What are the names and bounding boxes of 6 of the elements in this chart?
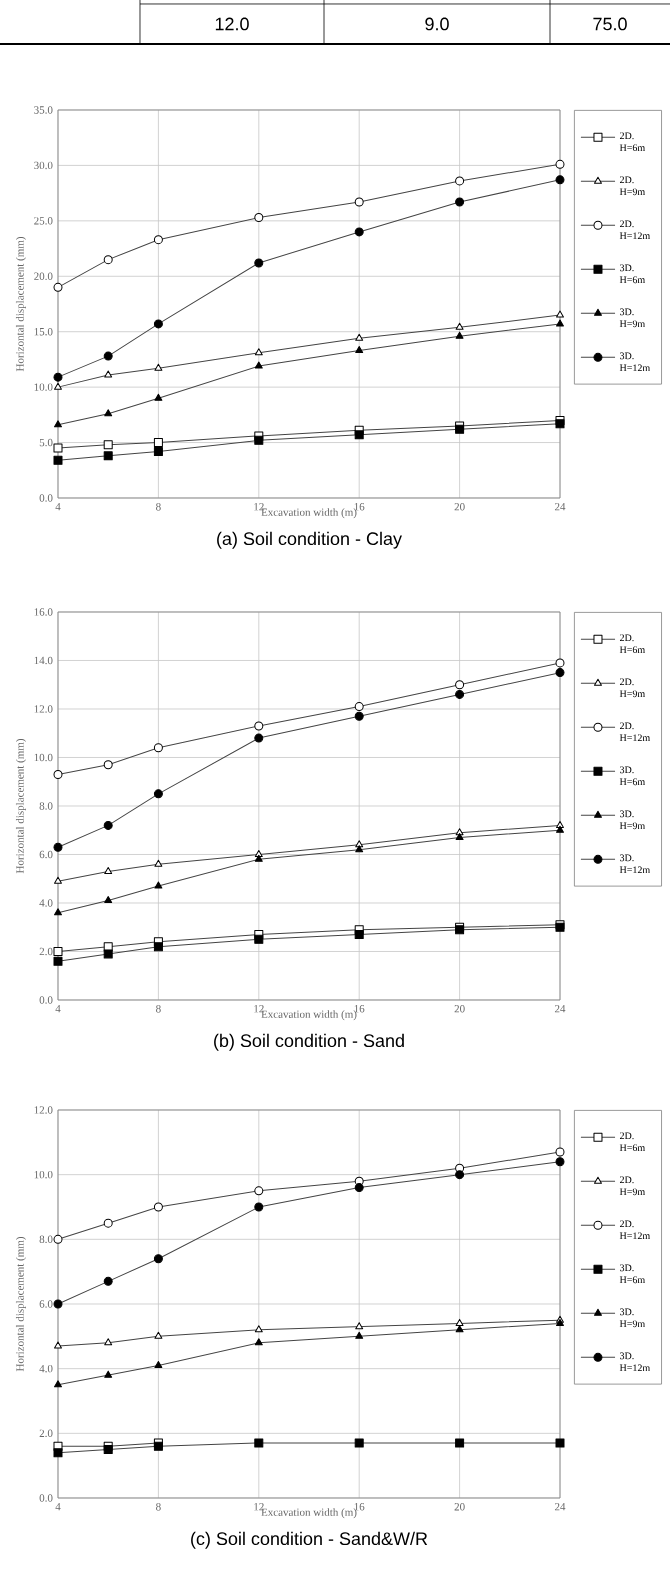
text: (c) Soil condition - Sand&W/R (191, 1531, 428, 1549)
text: 75.0 (593, 17, 627, 31)
text: 12.0 (215, 17, 249, 31)
text: 9.0 (425, 17, 449, 31)
text: (b) Soil condition - Sand (214, 1033, 404, 1051)
text: (a) Soil condition - Clay (217, 531, 402, 549)
